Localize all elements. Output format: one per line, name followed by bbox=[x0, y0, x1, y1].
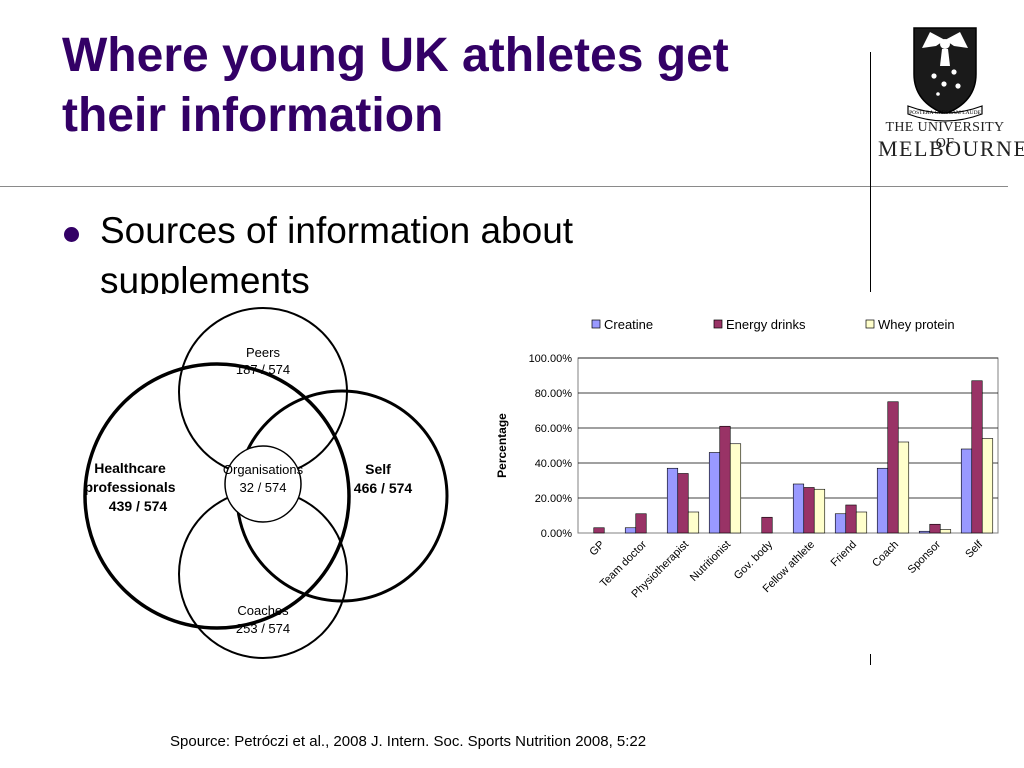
x-tick-label: Nutritionist bbox=[688, 539, 733, 584]
venn-coaches-label: Coaches bbox=[237, 603, 289, 618]
x-tick-label: Gov. body bbox=[732, 538, 776, 582]
bullet-item: Sources of information about supplements bbox=[62, 204, 682, 294]
y-tick-label: 0.00% bbox=[541, 528, 572, 540]
bar-chart: 0.00% 20.00% 40.00% 60.00% 80.00% 100.00% Perc… bbox=[495, 317, 999, 600]
plot-area bbox=[577, 357, 999, 534]
bar-whey-protein bbox=[855, 511, 868, 534]
legend-swatch bbox=[713, 319, 723, 329]
y-tick-label: 80.00% bbox=[535, 388, 573, 400]
x-tick-label: Self bbox=[963, 538, 986, 561]
bar-creatine bbox=[624, 527, 637, 534]
university-name-line1: THE UNIVERSITY OF bbox=[885, 120, 1005, 151]
bar-energy-drinks bbox=[593, 527, 605, 534]
bar-whey-protein bbox=[729, 443, 742, 534]
y-axis-title: Percentage bbox=[495, 413, 509, 478]
bar-creatine bbox=[960, 448, 973, 534]
title-divider bbox=[0, 186, 1008, 187]
bar-energy-drinks bbox=[635, 513, 647, 534]
bottom-divider-tick bbox=[870, 654, 871, 665]
bar-creatine bbox=[918, 530, 931, 534]
venn-circle-organisations bbox=[224, 445, 302, 523]
university-crest-logo: POSTERA CRESCAM LAUDE bbox=[878, 22, 1012, 162]
logo-divider bbox=[870, 52, 871, 292]
bar-whey-protein bbox=[939, 529, 952, 534]
bar-whey-protein bbox=[813, 488, 826, 534]
y-tick-label: 40.00% bbox=[535, 458, 573, 470]
legend-label: Creatine bbox=[604, 317, 653, 332]
bar-energy-drinks bbox=[845, 504, 857, 534]
venn-self-value: 466 / 574 bbox=[354, 480, 413, 496]
bar-whey-protein bbox=[897, 441, 910, 534]
bar-whey-protein bbox=[981, 438, 994, 534]
venn-healthcare-label-2: professionals bbox=[84, 479, 175, 495]
venn-healthcare-value: 439 / 574 bbox=[109, 498, 168, 514]
venn-circle-healthcare bbox=[83, 362, 351, 630]
title-line-2: their information bbox=[62, 89, 444, 142]
venn-peers-value: 187 / 574 bbox=[236, 362, 290, 377]
legend-swatch bbox=[591, 319, 601, 329]
x-tick-label: Friend bbox=[829, 539, 860, 570]
x-tick-label: GP bbox=[587, 539, 607, 559]
crest-motto: POSTERA CRESCAM LAUDE bbox=[909, 110, 981, 116]
bar-creatine bbox=[666, 467, 679, 534]
bar-energy-drinks bbox=[971, 380, 983, 534]
bar-energy-drinks bbox=[929, 523, 941, 534]
y-tick-label: 60.00% bbox=[535, 423, 573, 435]
y-tick-label: 20.00% bbox=[535, 493, 573, 505]
university-name-line2: MELBOURNE bbox=[878, 136, 1024, 161]
bar-energy-drinks bbox=[719, 425, 731, 534]
title-line-1: Where young UK athletes get bbox=[62, 29, 729, 82]
legend-swatch bbox=[865, 319, 875, 329]
venn-organisations-label: Organisations bbox=[223, 462, 304, 477]
bar-whey-protein bbox=[687, 511, 700, 534]
venn-peers-label: Peers bbox=[246, 345, 280, 360]
bar-energy-drinks bbox=[887, 401, 899, 534]
venn-coaches-value: 253 / 574 bbox=[236, 621, 290, 636]
y-tick-label: 100.00% bbox=[529, 353, 573, 365]
x-tick-label: Coach bbox=[870, 539, 901, 570]
venn-organisations-value: 32 / 574 bbox=[240, 480, 287, 495]
bullet-text: Sources of information about supplements bbox=[100, 210, 574, 294]
x-tick-label: Sponsor bbox=[906, 538, 944, 576]
bar-creatine bbox=[876, 467, 889, 534]
venn-healthcare-label-1: Healthcare bbox=[94, 460, 166, 476]
bar-energy-drinks bbox=[803, 487, 815, 534]
bar-energy-drinks bbox=[761, 516, 773, 534]
slide-title: Where young UK athletes get their inform… bbox=[62, 26, 862, 146]
bar-creatine bbox=[792, 483, 805, 534]
bullet-dot-icon bbox=[64, 227, 79, 242]
venn-self-label: Self bbox=[365, 461, 391, 477]
source-citation: Spource: Petróczi et al., 2008 J. Intern… bbox=[170, 733, 647, 750]
legend-label: Whey protein bbox=[878, 317, 955, 332]
bar-energy-drinks bbox=[677, 473, 689, 534]
venn-diagram: Peers 187 / 574 Healthcare professionals… bbox=[83, 307, 449, 659]
bar-creatine bbox=[708, 452, 721, 534]
bar-creatine bbox=[834, 513, 847, 534]
crest-icon: POSTERA CRESCAM LAUDE bbox=[907, 27, 983, 122]
legend-label: Energy drinks bbox=[726, 317, 806, 332]
